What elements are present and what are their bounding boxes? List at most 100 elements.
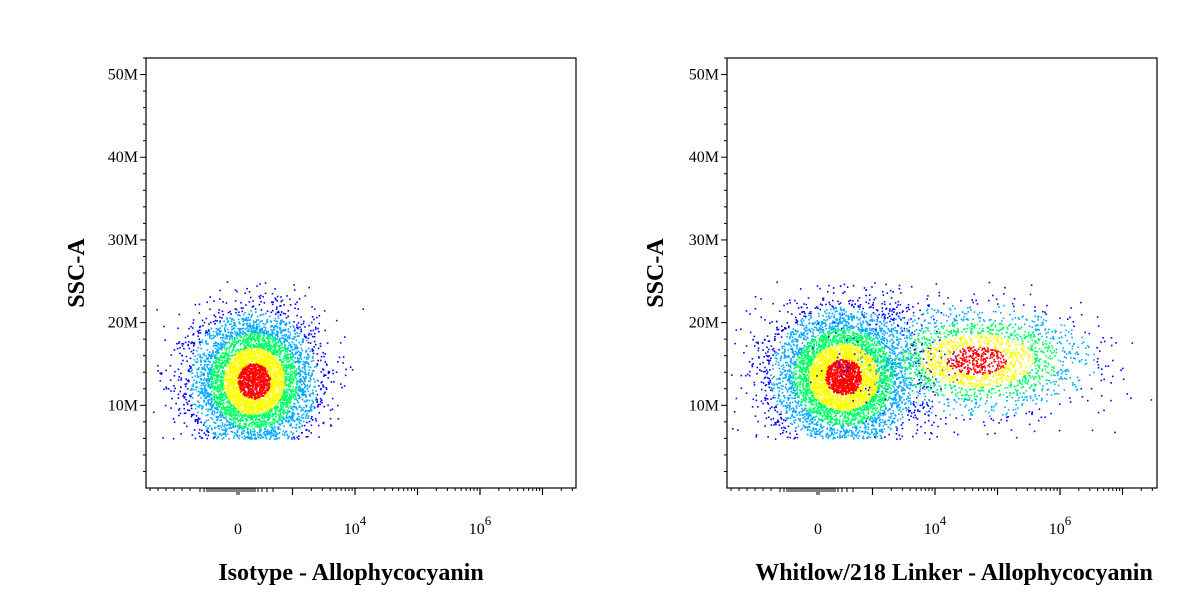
- scatter-point: [253, 407, 256, 409]
- scatter-point: [304, 326, 306, 328]
- scatter-point: [262, 376, 264, 378]
- scatter-point: [241, 380, 244, 383]
- scatter-point: [223, 341, 226, 344]
- scatter-point: [244, 394, 247, 397]
- scatter-point: [246, 401, 248, 403]
- scatter-point: [279, 410, 281, 413]
- scatter-point: [204, 368, 206, 370]
- scatter-point: [234, 422, 237, 424]
- scatter-point: [304, 400, 306, 403]
- scatter-point: [200, 384, 202, 387]
- scatter-point: [301, 424, 304, 427]
- scatter-point: [193, 379, 195, 382]
- scatter-point: [247, 317, 249, 319]
- scatter-point: [230, 362, 232, 364]
- scatter-point: [263, 400, 265, 403]
- scatter-point: [189, 365, 191, 367]
- scatter-point: [231, 343, 234, 346]
- scatter-point: [227, 354, 229, 356]
- scatter-point: [195, 386, 197, 388]
- scatter-point: [227, 397, 229, 400]
- scatter-point: [197, 376, 200, 378]
- scatter-point: [233, 420, 235, 423]
- scatter-point: [296, 351, 299, 354]
- scatter-point: [250, 395, 252, 398]
- scatter-point: [208, 378, 211, 380]
- scatter-point: [225, 413, 228, 415]
- scatter-point: [227, 390, 229, 392]
- scatter-point: [331, 397, 334, 400]
- scatter-point: [266, 405, 269, 408]
- scatter-point: [254, 421, 256, 424]
- scatter-point: [292, 364, 294, 367]
- scatter-point: [270, 311, 273, 313]
- scatter-point: [270, 408, 273, 410]
- scatter-point: [187, 370, 190, 372]
- scatter-point: [270, 404, 272, 406]
- scatter-point: [241, 354, 244, 356]
- scatter-point: [244, 393, 247, 396]
- scatter-point: [198, 312, 201, 314]
- scatter-point: [219, 321, 221, 324]
- scatter-point: [215, 400, 218, 403]
- scatter-point: [239, 407, 241, 410]
- scatter-point: [254, 398, 257, 400]
- scatter-point: [237, 406, 240, 408]
- scatter-point: [250, 422, 252, 425]
- scatter-point: [181, 343, 183, 345]
- scatter-point: [196, 360, 199, 363]
- scatter-point: [269, 340, 271, 343]
- scatter-point: [180, 377, 183, 379]
- scatter-point: [301, 393, 303, 396]
- scatter-point: [258, 398, 260, 401]
- scatter-point: [190, 395, 192, 398]
- scatter-point: [277, 394, 279, 397]
- scatter-point: [222, 376, 225, 379]
- scatter-point: [242, 339, 244, 341]
- scatter-point: [185, 398, 187, 401]
- scatter-point: [230, 382, 233, 385]
- scatter-point: [182, 395, 184, 397]
- scatter-point: [260, 421, 263, 423]
- scatter-point: [265, 404, 267, 406]
- scatter-point: [240, 425, 242, 428]
- scatter-point: [167, 388, 170, 390]
- scatter-point: [253, 358, 255, 360]
- scatter-point: [285, 357, 287, 359]
- scatter-point: [271, 368, 274, 370]
- scatter-point: [237, 377, 240, 379]
- scatter-point: [264, 384, 267, 386]
- scatter-point: [266, 359, 269, 361]
- scatter-point: [310, 378, 312, 381]
- scatter-point: [230, 331, 233, 333]
- scatter-point: [279, 353, 282, 356]
- scatter-point: [236, 385, 239, 387]
- scatter-point: [214, 401, 217, 403]
- scatter-point: [216, 377, 218, 379]
- scatter-point: [271, 330, 273, 332]
- scatter-point: [285, 419, 287, 422]
- scatter-point: [261, 368, 263, 371]
- scatter-point: [340, 383, 342, 385]
- scatter-point: [217, 397, 220, 399]
- scatter-point: [309, 377, 311, 379]
- scatter-point: [268, 333, 270, 336]
- scatter-point: [297, 392, 299, 395]
- scatter-point: [248, 409, 250, 412]
- scatter-point: [203, 321, 206, 324]
- scatter-point: [270, 365, 273, 368]
- scatter-point: [216, 375, 218, 378]
- scatter-point: [281, 391, 284, 394]
- scatter-point: [215, 416, 218, 419]
- scatter-point: [242, 361, 245, 363]
- scatter-point: [282, 398, 284, 400]
- scatter-point: [300, 353, 302, 356]
- scatter-point: [242, 430, 245, 432]
- scatter-point: [237, 361, 239, 363]
- scatter-point: [171, 397, 173, 400]
- scatter-point: [274, 435, 276, 438]
- scatter-point: [251, 378, 253, 381]
- scatter-point: [320, 371, 323, 373]
- scatter-point: [280, 369, 283, 372]
- scatter-point: [246, 349, 248, 352]
